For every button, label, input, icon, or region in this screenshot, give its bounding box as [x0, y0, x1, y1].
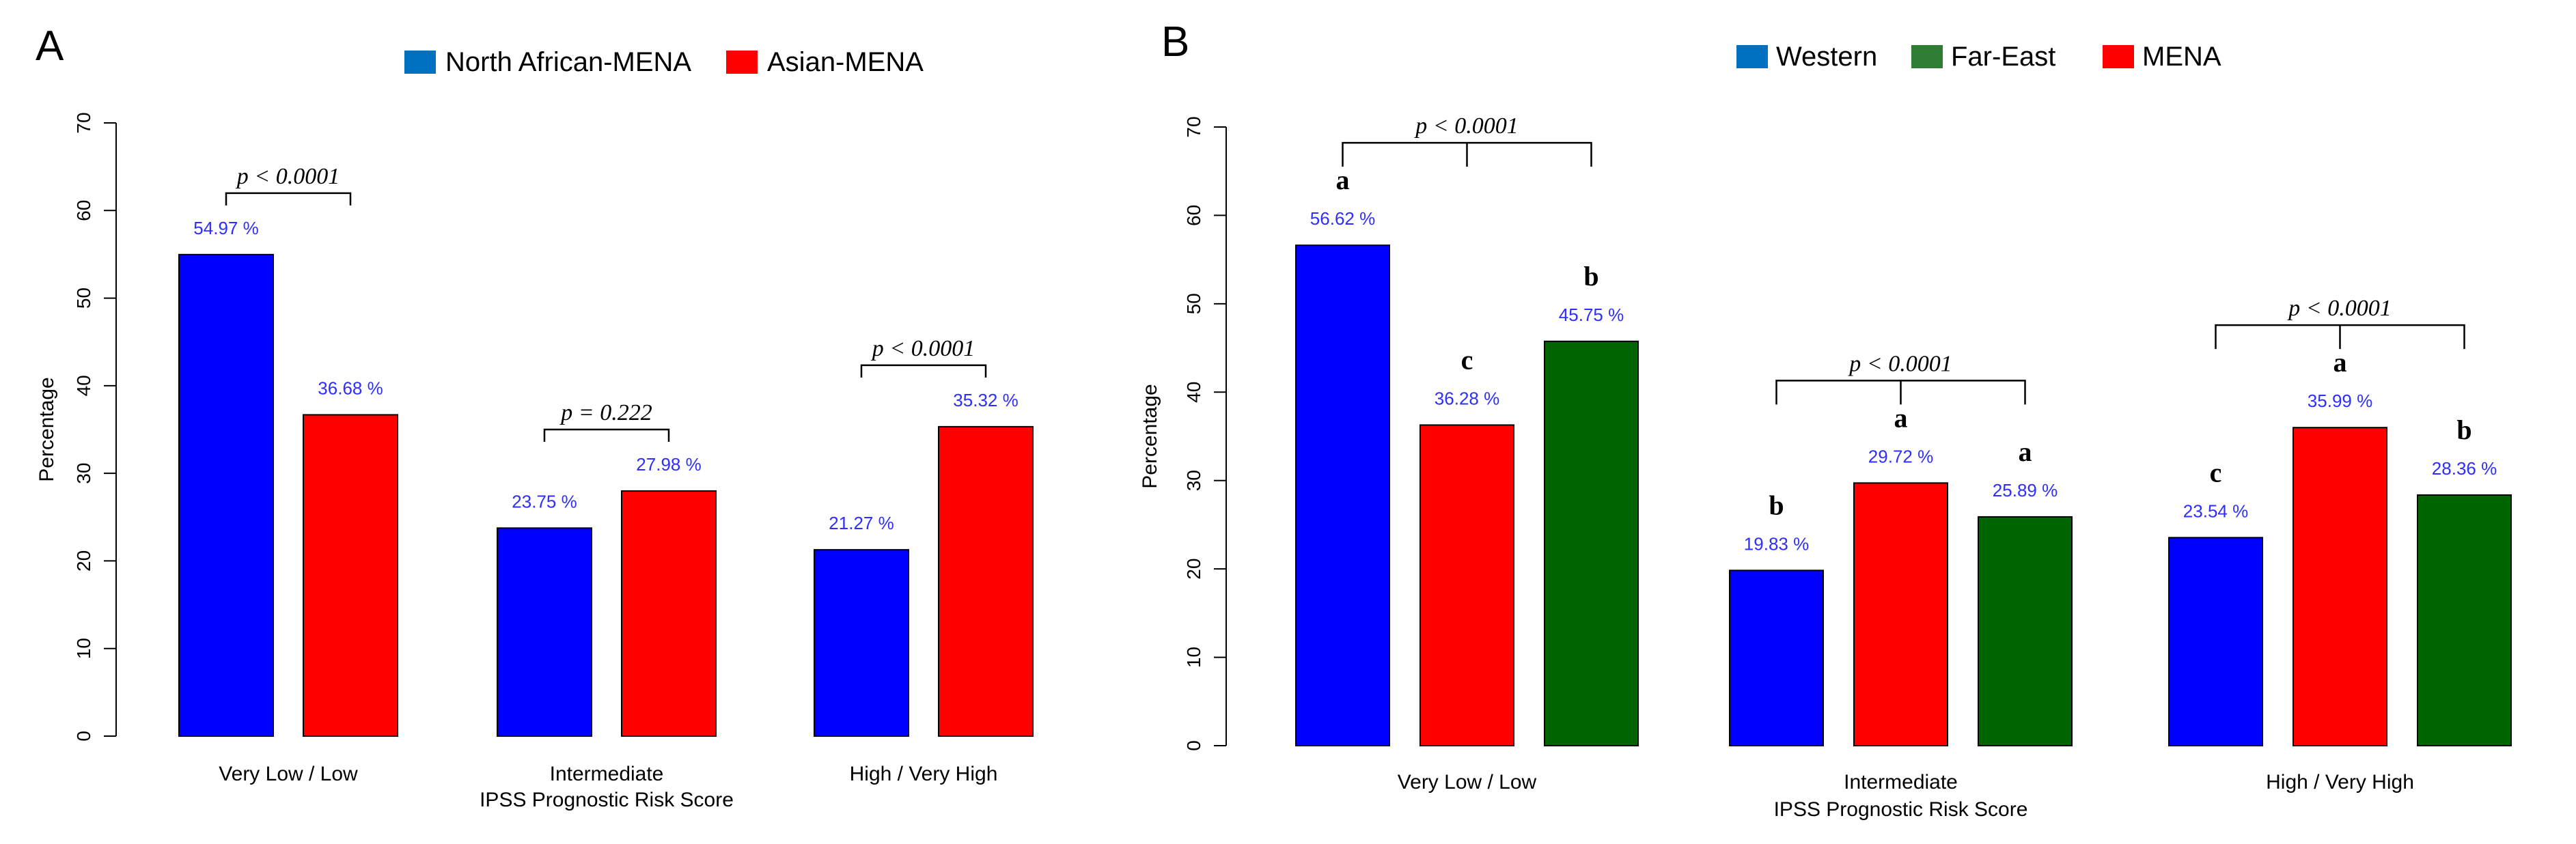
x-category-label: High / Very High [850, 763, 998, 785]
significance-bracket [860, 364, 987, 378]
panel-b: B Western Far-East MENA 0 10 20 30 40 50 60 70 Perce… [1139, 18, 2512, 821]
data-label: 23.54 % [2183, 501, 2248, 521]
legend-entry-asian-mena: Asian-MENA [767, 47, 924, 77]
x-category-label: High / Very High [2266, 771, 2414, 793]
y-tick-label: 60 [73, 200, 94, 221]
p-value-label: p = 0.222 [559, 400, 652, 425]
significance-bracket [2215, 324, 2465, 350]
y-tick-label: 0 [73, 731, 94, 742]
data-label: 45.75 % [1559, 305, 1624, 325]
bar-far-east [1544, 340, 1639, 747]
significance-letter: a [2019, 436, 2032, 467]
bar-western [1295, 244, 1390, 746]
significance-letter: a [1336, 165, 1350, 195]
legend-swatch [404, 51, 436, 74]
panel-label: A [36, 23, 64, 70]
bar-north-african-mena [178, 253, 274, 737]
bar-north-african-mena [497, 527, 592, 737]
significance-bracket [1775, 380, 2026, 405]
data-label: 36.28 % [1435, 388, 1499, 408]
y-tick-label: 40 [1183, 382, 1204, 403]
legend-swatch [2103, 45, 2134, 68]
bar-far-east [1978, 516, 2073, 746]
y-tick-label: 50 [73, 287, 94, 309]
bar-asian-mena [621, 490, 717, 737]
bar-mena [1853, 482, 1948, 746]
data-label: 29.72 % [1868, 446, 1933, 466]
legend-swatch [726, 51, 758, 74]
x-category-label: Very Low / Low [219, 763, 358, 785]
significance-bracket [225, 192, 352, 206]
data-label: 25.89 % [1993, 480, 2058, 501]
y-tick-label: 50 [1183, 293, 1204, 314]
bar-western [2168, 537, 2263, 746]
data-label: 23.75 % [512, 491, 577, 511]
y-tick-label: 0 [1183, 740, 1204, 751]
y-tick-label: 30 [73, 463, 94, 484]
y-tick-label: 60 [1183, 205, 1204, 226]
significance-letter: b [1769, 490, 1784, 520]
y-tick-label: 20 [73, 550, 94, 572]
bar-north-african-mena [814, 549, 909, 737]
x-category-label: Intermediate [1844, 771, 1958, 793]
y-tick-label: 70 [73, 112, 94, 133]
y-tick-label: 10 [73, 638, 94, 659]
y-tick-label: 40 [73, 375, 94, 396]
data-label: 19.83 % [1744, 533, 1809, 554]
legend-entry-north-african-mena: North African-MENA [445, 47, 691, 77]
p-value-label: p < 0.0001 [1848, 351, 1952, 376]
significance-letter: a [2333, 347, 2347, 378]
legend-swatch [1736, 45, 1768, 68]
significance-letter: b [1583, 261, 1598, 292]
y-tick-label: 30 [1183, 470, 1204, 491]
y-axis-title: Percentage [1139, 384, 1161, 488]
x-category-label: Intermediate [550, 763, 664, 785]
p-value-label: p < 0.0001 [1414, 113, 1518, 139]
significance-bracket [1342, 141, 1592, 167]
significance-letter: c [2210, 457, 2222, 488]
data-label: 27.98 % [636, 454, 701, 475]
legend-swatch [1911, 45, 1943, 68]
significance-letter: a [1894, 402, 1908, 433]
x-axis-title: IPSS Prognostic Risk Score [480, 789, 734, 811]
data-label: 28.36 % [2432, 458, 2497, 479]
x-category-label: Very Low / Low [1398, 771, 1537, 793]
panel-a: A North African-MENA Asian-MENA 0 10 20 30 40 50… [36, 23, 1034, 811]
bar-mena [2293, 427, 2387, 746]
data-label: 21.27 % [829, 513, 894, 533]
bar-mena [1419, 424, 1514, 747]
p-value-label: p < 0.0001 [236, 164, 340, 189]
bar-western [1729, 569, 1824, 746]
bar-asian-mena [303, 414, 398, 737]
y-tick-label: 10 [1183, 647, 1204, 668]
y-axis-title: Percentage [36, 377, 58, 481]
data-label: 56.62 % [1310, 208, 1375, 229]
bar-asian-mena [938, 425, 1034, 737]
significance-bracket [543, 428, 670, 442]
panel-label: B [1161, 18, 1189, 66]
y-tick-label: 20 [1183, 559, 1204, 580]
p-value-label: p < 0.0001 [871, 336, 975, 361]
legend-entry-mena: MENA [2142, 42, 2221, 72]
x-axis-title: IPSS Prognostic Risk Score [1774, 798, 2028, 821]
data-label: 35.32 % [953, 390, 1018, 410]
data-label: 35.99 % [2308, 391, 2372, 411]
significance-letter: c [1461, 344, 1473, 375]
bar-far-east [2417, 494, 2512, 746]
legend-entry-western: Western [1776, 42, 1877, 72]
data-label: 54.97 % [193, 218, 258, 238]
significance-letter: b [2456, 414, 2471, 445]
y-tick-label: 70 [1183, 116, 1204, 137]
p-value-label: p < 0.0001 [2287, 296, 2391, 321]
data-label: 36.68 % [318, 378, 383, 398]
legend-entry-far-east: Far-East [1951, 42, 2055, 72]
